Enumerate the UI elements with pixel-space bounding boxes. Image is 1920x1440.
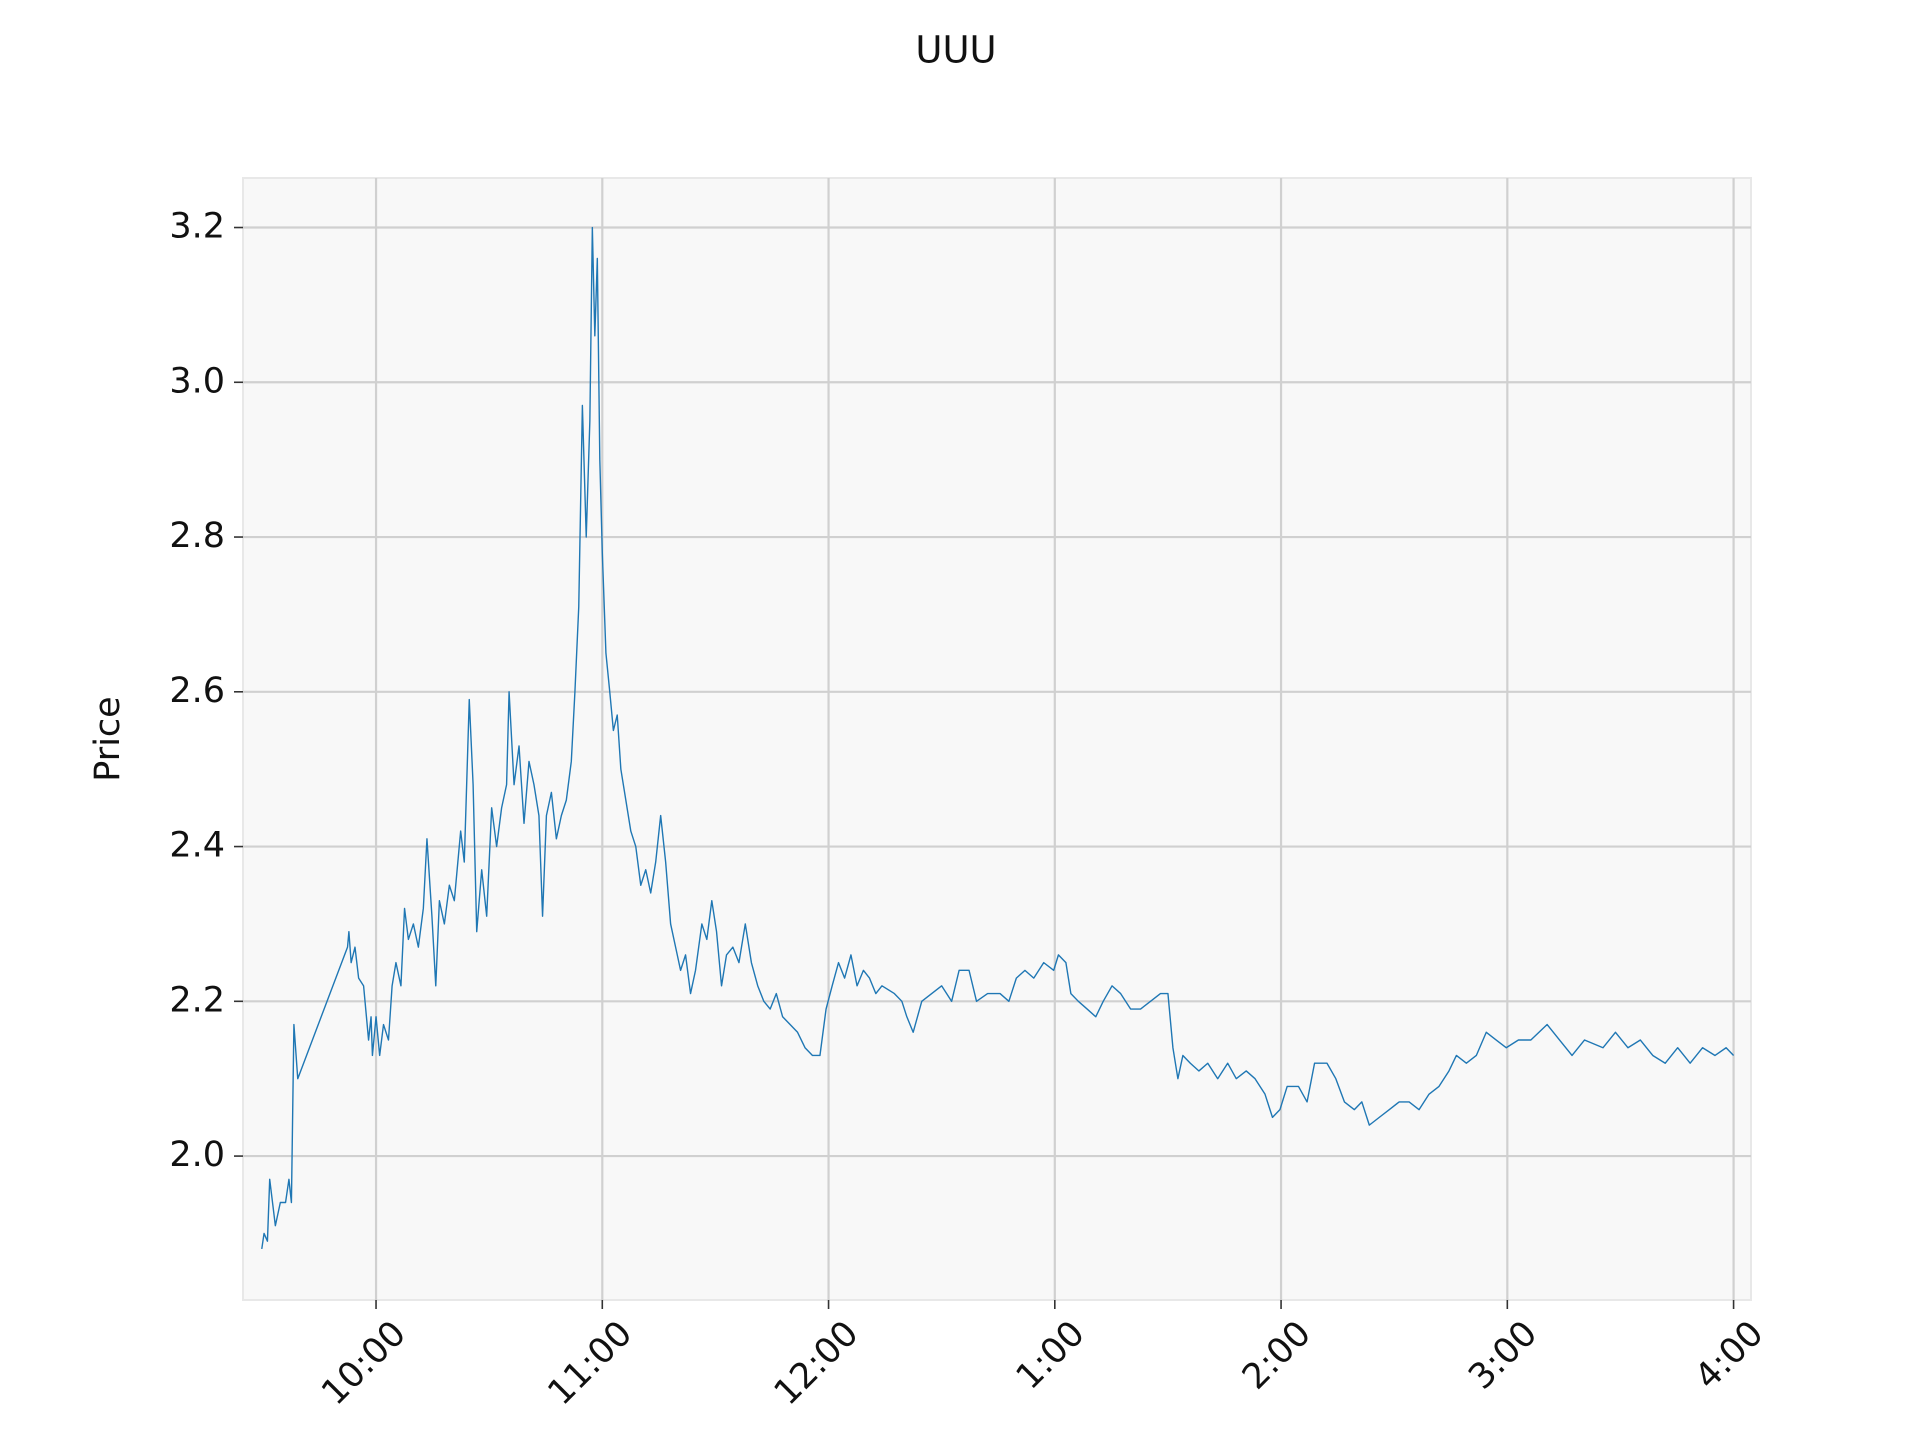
y-axis-label: Price (88, 696, 128, 781)
y-tick-label: 2.6 (169, 671, 225, 711)
y-tick-label: 2.0 (169, 1135, 225, 1175)
x-tick-label: 2:00 (1235, 1314, 1319, 1398)
y-tick-label: 2.8 (169, 516, 225, 556)
x-tick-label: 1:00 (1009, 1314, 1093, 1398)
y-tick-label: 2.4 (169, 826, 225, 866)
y-tick-label: 2.2 (169, 980, 225, 1020)
plot-area (242, 177, 1752, 1301)
x-tick-label: 4:00 (1688, 1314, 1772, 1398)
price-line (261, 226, 1735, 1250)
x-tick-label: 12:00 (767, 1314, 867, 1414)
x-tick-label: 11:00 (541, 1314, 641, 1414)
chart-title: UUU (915, 29, 996, 72)
x-tick-label: 3:00 (1461, 1314, 1545, 1398)
y-tick-label: 3.2 (169, 207, 225, 247)
y-tick-label: 3.0 (169, 361, 225, 401)
x-tick-label: 10:00 (314, 1314, 414, 1414)
